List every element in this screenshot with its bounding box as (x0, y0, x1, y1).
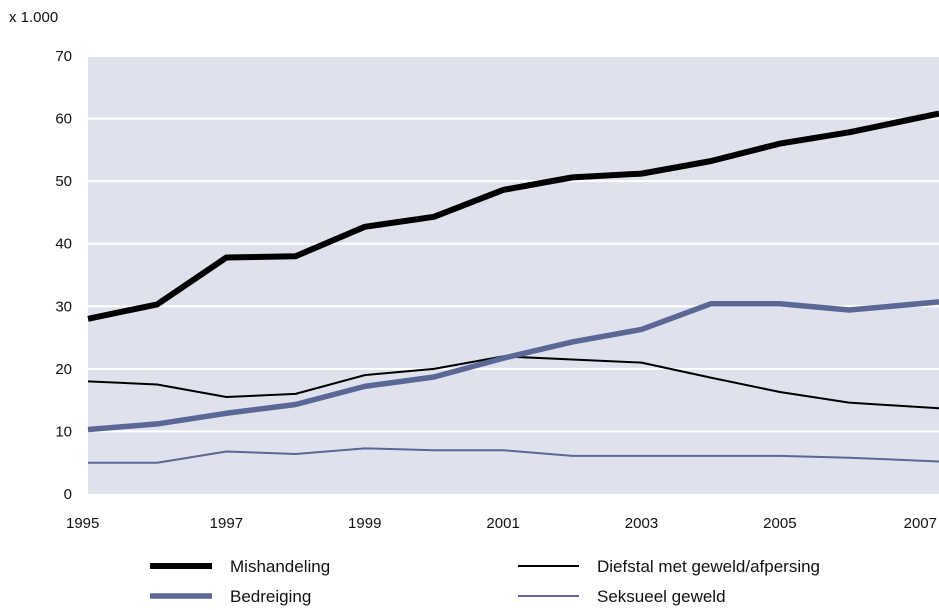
series-line (88, 447, 939, 464)
plot-background (88, 56, 939, 494)
x-tick-label: 2001 (486, 515, 519, 532)
y-tick-label: 0 (64, 486, 72, 503)
y-tick-label: 10 (55, 423, 72, 440)
x-tick-label: 2005 (763, 515, 796, 532)
legend-label: Mishandeling (230, 557, 330, 576)
legend-label: Bedreiging (230, 587, 311, 606)
legend: Mishandeling Diefstal met geweld/afpersin… (150, 557, 820, 606)
x-tick-label: 2003 (625, 515, 658, 532)
y-tick-label: 70 (55, 48, 72, 65)
y-tick-label: 40 (55, 236, 72, 253)
y-tick-label: 60 (55, 111, 72, 128)
x-tick-label: 1999 (348, 515, 381, 532)
series-line (87, 110, 939, 322)
y-axis-ticks: 0 10 20 30 40 50 60 70 (55, 48, 72, 503)
y-tick-label: 20 (55, 361, 72, 378)
series-lines (87, 110, 939, 464)
y-unit-label: x 1.000 (9, 9, 58, 26)
series-line (87, 299, 939, 433)
legend-label: Seksueel geweld (597, 587, 726, 606)
y-tick-label: 30 (55, 298, 72, 315)
x-tick-label: 2007 (904, 515, 937, 532)
y-tick-label: 50 (55, 173, 72, 190)
grid-lines (88, 55, 939, 433)
x-axis-ticks: 1995 1997 1999 2001 2003 2005 2007 (66, 515, 937, 532)
x-tick-label: 1997 (210, 515, 243, 532)
legend-label: Diefstal met geweld/afpersing (597, 557, 820, 576)
x-tick-label: 1995 (66, 515, 99, 532)
